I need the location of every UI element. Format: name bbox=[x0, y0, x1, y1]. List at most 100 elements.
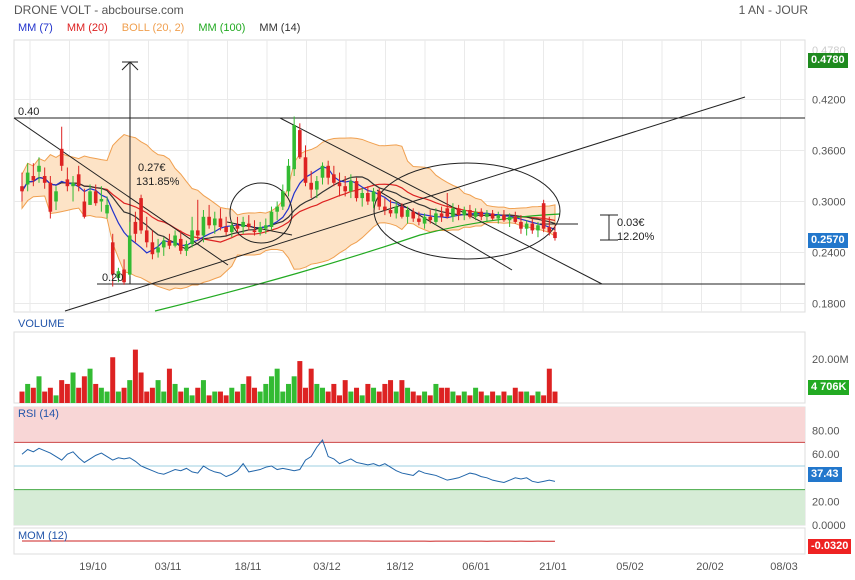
volume-bar bbox=[427, 395, 433, 403]
candle bbox=[235, 225, 240, 229]
candle bbox=[383, 206, 387, 210]
candle bbox=[65, 179, 70, 187]
rsi-tick-label: 0.0000 bbox=[812, 520, 846, 532]
candle bbox=[76, 174, 81, 187]
volume-bar bbox=[19, 391, 25, 403]
range-pct-label: 12.20% bbox=[617, 231, 655, 243]
candle bbox=[42, 176, 47, 183]
candle bbox=[530, 223, 535, 231]
period-label[interactable]: 1 AN - JOUR bbox=[738, 3, 808, 17]
candle bbox=[25, 172, 30, 185]
legend-item[interactable]: MM (100) bbox=[198, 22, 246, 34]
volume-bar bbox=[206, 395, 212, 403]
price-tick-label: 0.1800 bbox=[812, 299, 846, 311]
volume-bar bbox=[473, 387, 479, 403]
rsi-overbought-zone bbox=[14, 407, 805, 443]
move-price-label: 0.27€ bbox=[138, 162, 166, 174]
x-tick-label: 20/02 bbox=[696, 561, 724, 573]
candle bbox=[400, 206, 404, 217]
volume-bar bbox=[518, 391, 524, 403]
candle bbox=[388, 210, 393, 214]
last-mom-badge: -0.0320 bbox=[808, 539, 852, 554]
volume-bar bbox=[240, 383, 246, 403]
candle bbox=[309, 182, 313, 190]
volume-bar bbox=[217, 391, 223, 403]
volume-bar bbox=[166, 368, 172, 403]
candle bbox=[502, 215, 506, 221]
rsi-tick-label: 80.00 bbox=[812, 426, 840, 438]
candle bbox=[428, 216, 433, 221]
candle bbox=[439, 213, 444, 217]
candle bbox=[110, 242, 115, 275]
candle bbox=[184, 244, 189, 251]
candle bbox=[229, 225, 234, 233]
volume-bar bbox=[388, 380, 394, 403]
candle bbox=[360, 193, 364, 199]
candle bbox=[247, 223, 251, 227]
candle bbox=[37, 165, 41, 172]
ma20-line bbox=[21, 176, 556, 243]
legend-item[interactable]: MM (14) bbox=[259, 22, 301, 34]
move-pct-label: 131.85% bbox=[136, 176, 180, 188]
x-tick-label: 05/02 bbox=[616, 561, 644, 573]
candle bbox=[547, 227, 552, 233]
volume-tick-label: 20.00M bbox=[812, 354, 849, 366]
volume-bar bbox=[439, 387, 445, 403]
candle bbox=[207, 216, 211, 226]
candle bbox=[343, 186, 347, 192]
candle bbox=[354, 181, 359, 199]
volume-bar bbox=[234, 391, 240, 403]
candle bbox=[524, 223, 529, 229]
volume-bar bbox=[535, 391, 541, 403]
candle bbox=[490, 213, 495, 219]
volume-bar bbox=[410, 391, 416, 403]
volume-bar bbox=[359, 395, 365, 403]
price-tick-label: 0.3000 bbox=[812, 197, 846, 209]
candle bbox=[332, 174, 336, 183]
candle bbox=[167, 240, 172, 246]
legend-item[interactable]: MM (7) bbox=[18, 22, 53, 34]
volume-panel-title: VOLUME bbox=[18, 318, 65, 330]
candle bbox=[417, 218, 421, 222]
volume-bar bbox=[200, 380, 206, 403]
volume-bar bbox=[399, 380, 405, 403]
candle bbox=[201, 216, 206, 236]
candle bbox=[496, 215, 501, 219]
volume-bar bbox=[478, 391, 484, 403]
candle bbox=[161, 240, 166, 248]
candle bbox=[303, 157, 308, 183]
candle bbox=[519, 221, 523, 229]
last-price-badge: 0.2570 bbox=[808, 233, 848, 248]
candle bbox=[269, 211, 274, 227]
rsi-oversold-zone bbox=[14, 489, 805, 525]
legend-item[interactable]: BOLL (20, 2) bbox=[121, 22, 185, 34]
last-rsi-badge: 37.43 bbox=[808, 467, 842, 482]
x-tick-label: 18/11 bbox=[235, 561, 262, 573]
x-tick-label: 08/03 bbox=[770, 561, 798, 573]
volume-bar bbox=[76, 387, 82, 403]
volume-bar bbox=[87, 368, 93, 403]
volume-bar bbox=[342, 380, 348, 403]
volume-bar bbox=[149, 387, 155, 403]
volume-bar bbox=[110, 357, 116, 403]
candle bbox=[93, 191, 98, 204]
candle bbox=[190, 230, 194, 244]
volume-bar bbox=[467, 395, 473, 403]
candle bbox=[212, 218, 217, 226]
volume-bar bbox=[512, 387, 518, 403]
candle bbox=[127, 235, 132, 275]
volume-bar bbox=[337, 395, 343, 403]
candle bbox=[48, 182, 53, 212]
trend-line bbox=[279, 117, 603, 285]
legend-item[interactable]: MM (20) bbox=[66, 22, 108, 34]
candle bbox=[275, 206, 279, 212]
candle bbox=[405, 210, 410, 217]
candle bbox=[292, 125, 296, 170]
volume-bar bbox=[280, 391, 286, 403]
volume-bar bbox=[546, 368, 552, 403]
candle bbox=[144, 230, 149, 243]
volume-bar bbox=[144, 391, 150, 403]
volume-bar bbox=[30, 387, 36, 403]
top-price-badge: 0.4780 bbox=[808, 53, 848, 68]
